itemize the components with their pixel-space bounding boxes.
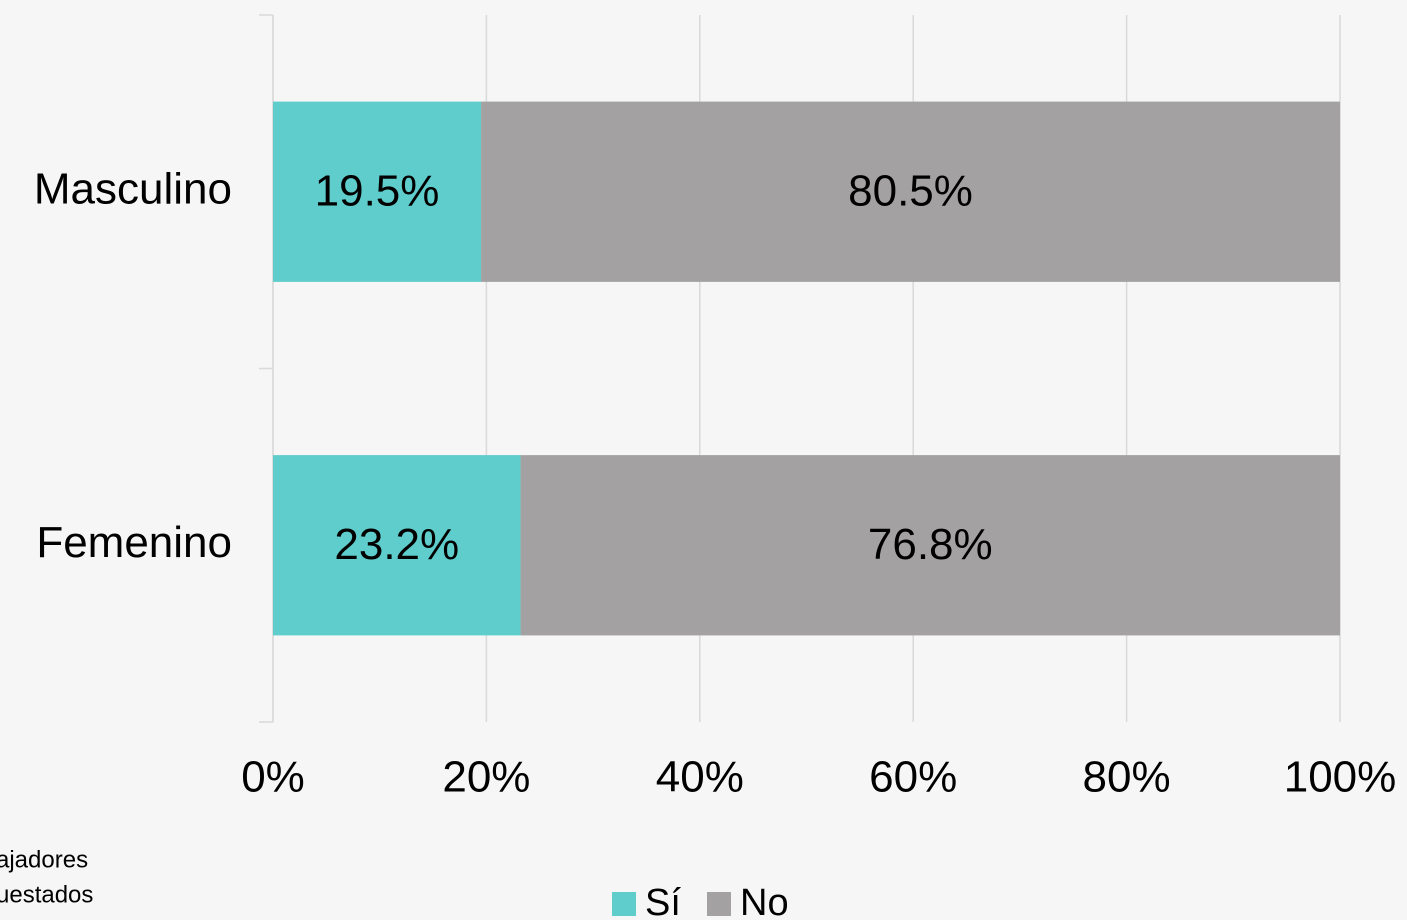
x-tick-label: 60%	[869, 753, 957, 802]
legend-swatch	[612, 892, 636, 916]
x-tick-label: 100%	[1284, 753, 1397, 802]
legend-label: No	[740, 882, 789, 920]
data-label: 80.5%	[848, 166, 973, 215]
x-tick-label: 80%	[1083, 753, 1171, 802]
annotation: uestados	[0, 881, 93, 908]
y-tick-label: Masculino	[34, 164, 232, 213]
x-tick-label: 0%	[241, 753, 305, 802]
legend-swatch	[707, 892, 731, 916]
annotation: ajadores	[0, 846, 88, 873]
x-tick-label: 40%	[656, 753, 744, 802]
bar-segment	[520, 455, 1340, 636]
data-label: 19.5%	[315, 166, 440, 215]
bar-segment	[273, 101, 482, 282]
y-tick-label: Femenino	[36, 518, 232, 567]
data-label: 23.2%	[334, 520, 459, 569]
bar-segment	[273, 455, 521, 636]
x-tick-label: 20%	[442, 753, 530, 802]
data-label: 76.8%	[868, 520, 993, 569]
legend-label: Sí	[645, 882, 681, 920]
bar-segment	[481, 101, 1340, 282]
